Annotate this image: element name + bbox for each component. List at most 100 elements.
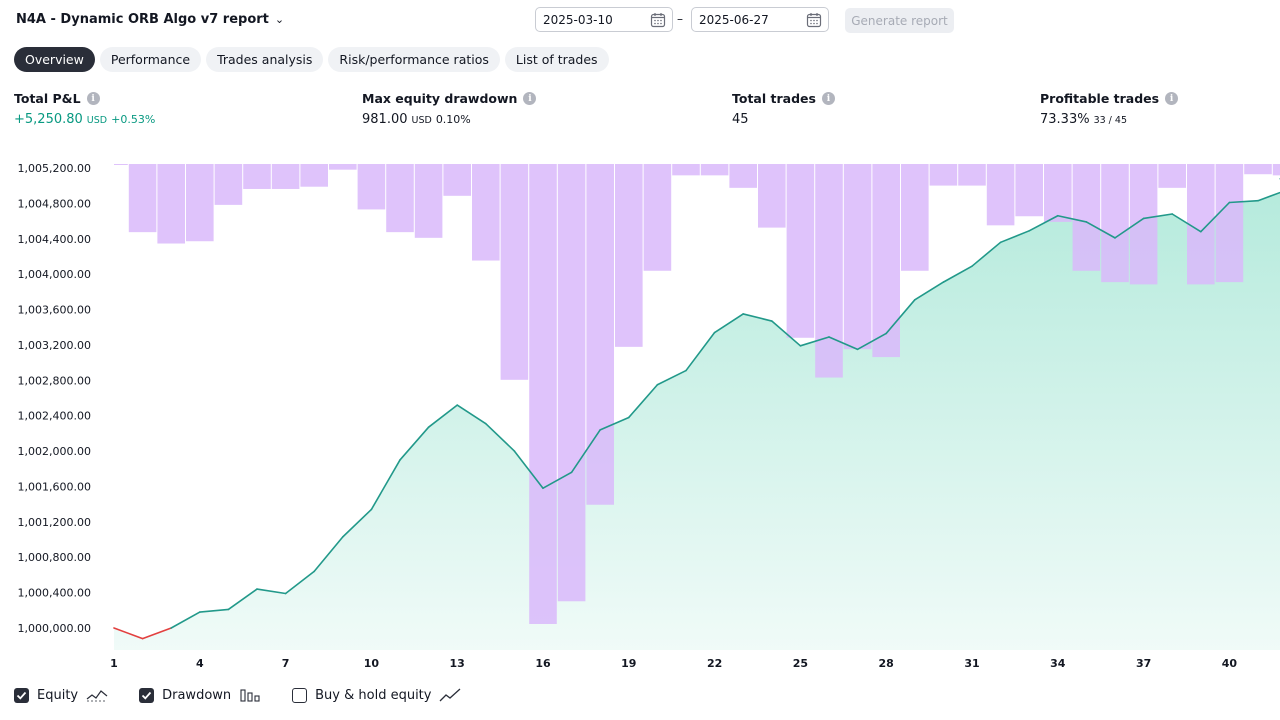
equity-line-segment: [713, 313, 745, 334]
stat-percent: +0.53%: [111, 113, 156, 126]
legend-equity-toggle[interactable]: Equity: [14, 687, 108, 703]
equity-drawdown-chart[interactable]: 1,005,200.00 1,004,800.00 1,004,400.00 1,00…: [0, 150, 1280, 675]
checkbox-checked-icon[interactable]: [139, 687, 155, 703]
drawdown-bar: [443, 164, 471, 196]
checkbox-unchecked-icon[interactable]: [292, 687, 308, 703]
drawdown-bar: [329, 164, 357, 170]
date-from-input[interactable]: 2025-03-10: [535, 7, 673, 32]
drawdown-bar: [114, 164, 128, 165]
x-tick-label: 1: [110, 657, 118, 670]
equity-line-segment: [999, 230, 1030, 244]
info-icon[interactable]: i: [1165, 92, 1179, 105]
equity-line-segment: [656, 369, 687, 386]
drawdown-bar: [872, 164, 900, 358]
tab-overview[interactable]: Overview: [14, 47, 95, 72]
y-tick-label: 1,000,800.00: [18, 551, 91, 564]
equity-line-segment: [1114, 217, 1145, 239]
equity-line-segment: [1257, 191, 1280, 202]
info-icon[interactable]: i: [821, 92, 835, 105]
drawdown-bar: [214, 164, 243, 205]
info-icon[interactable]: i: [86, 92, 100, 105]
stat-profitable-trades: Profitable trades i 73.33% 33 / 45: [1040, 91, 1179, 127]
drawdown-bar: [758, 164, 786, 228]
equity-line-segment: [456, 404, 487, 425]
equity-line-segment: [1142, 213, 1173, 220]
drawdown-bar: [786, 164, 815, 338]
drawdown-bar: [271, 164, 300, 189]
equity-line-segment: [141, 627, 172, 640]
stat-total-pnl: Total P&L i +5,250.80 USD +0.53%: [14, 91, 155, 127]
equity-line-segment: [942, 265, 973, 283]
drawdown-bar: [243, 164, 271, 189]
y-tick-label: 1,004,400.00: [18, 233, 91, 246]
tab-risk-performance-ratios[interactable]: Risk/performance ratios: [328, 47, 500, 72]
legend-buy-hold-toggle[interactable]: Buy & hold equity: [292, 687, 461, 703]
x-tick-label: 28: [879, 657, 894, 670]
x-tick-label: 34: [1050, 657, 1066, 670]
legend-label: Equity: [37, 687, 79, 703]
y-tick-label: 1,003,600.00: [18, 304, 91, 317]
equity-line-segment: [399, 426, 430, 461]
calendar-icon[interactable]: [806, 12, 822, 28]
tab-list-of-trades[interactable]: List of trades: [504, 47, 609, 72]
equity-line-segment: [227, 588, 258, 611]
equity-line-segment: [199, 608, 230, 613]
y-tick-label: 1,001,200.00: [18, 516, 91, 529]
drawdown-bar: [300, 164, 328, 187]
equity-line-segment: [913, 281, 945, 301]
tab-performance[interactable]: Performance: [99, 47, 202, 72]
equity-line-segment: [828, 336, 859, 351]
equity-line-segment: [971, 241, 1002, 267]
stat-label: Total P&L: [14, 91, 81, 106]
date-to-value: 2025-06-27: [699, 12, 769, 27]
legend-drawdown-toggle[interactable]: Drawdown: [139, 687, 261, 703]
equity-line-segment: [1171, 213, 1202, 233]
drawdown-bar: [815, 164, 843, 378]
chart-legend: Equity Drawdown Buy & hold equity: [14, 687, 492, 703]
drawdown-bar: [615, 164, 643, 347]
equity-line-segment: [284, 570, 316, 595]
equity-line-segment: [113, 627, 144, 640]
calendar-icon[interactable]: [650, 12, 666, 28]
y-tick-label: 1,000,000.00: [18, 622, 91, 635]
date-to-input[interactable]: 2025-06-27: [691, 7, 829, 32]
x-tick-label: 10: [364, 657, 380, 670]
equity-line-segment: [313, 536, 344, 573]
x-tick-label: 7: [282, 657, 290, 670]
y-tick-label: 1,002,400.00: [18, 410, 91, 423]
equity-line-segment: [885, 299, 916, 335]
drawdown-bar: [1244, 164, 1272, 175]
drawdown-bar: [901, 164, 929, 271]
drawdown-bar: [672, 164, 700, 176]
equity-line-segment: [256, 588, 287, 595]
stat-label: Total trades: [732, 91, 816, 106]
report-title-dropdown[interactable]: N4A - Dynamic ORB Algo v7 report ⌄: [16, 12, 284, 27]
stat-value: 73.33%: [1040, 112, 1090, 127]
y-tick-label: 1,005,200.00: [18, 162, 91, 175]
x-tick-label: 13: [450, 657, 465, 670]
report-title: N4A - Dynamic ORB Algo v7 report: [16, 12, 269, 27]
drawdown-bar: [157, 164, 185, 244]
drawdown-bar: [472, 164, 500, 261]
stat-unit: USD: [86, 115, 108, 126]
generate-report-button[interactable]: Generate report: [845, 8, 954, 33]
tab-trades-analysis[interactable]: Trades analysis: [206, 47, 324, 72]
checkbox-checked-icon[interactable]: [14, 687, 29, 703]
x-tick-label: 25: [793, 657, 808, 670]
y-tick-label: 1,004,800.00: [18, 197, 91, 210]
equity-line-segment: [742, 313, 773, 322]
equity-line-segment: [627, 383, 659, 419]
y-tick-label: 1,003,200.00: [18, 339, 91, 352]
drawdown-bar: [557, 164, 586, 602]
drawdown-bar: [1044, 164, 1072, 222]
y-tick-label: 1,002,800.00: [18, 374, 91, 387]
drawdown-bar: [529, 164, 557, 624]
x-tick-label: 22: [707, 657, 722, 670]
stat-label: Profitable trades: [1040, 91, 1160, 106]
drawdown-bar: [1272, 164, 1280, 176]
info-icon[interactable]: i: [523, 92, 537, 105]
stat-value: 981.00: [362, 112, 408, 127]
equity-line-segment: [1228, 199, 1259, 204]
chevron-down-icon: ⌄: [274, 13, 285, 26]
drawdown-bar: [1215, 164, 1244, 283]
